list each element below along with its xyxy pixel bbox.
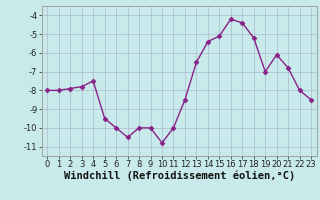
X-axis label: Windchill (Refroidissement éolien,°C): Windchill (Refroidissement éolien,°C)	[64, 171, 295, 181]
